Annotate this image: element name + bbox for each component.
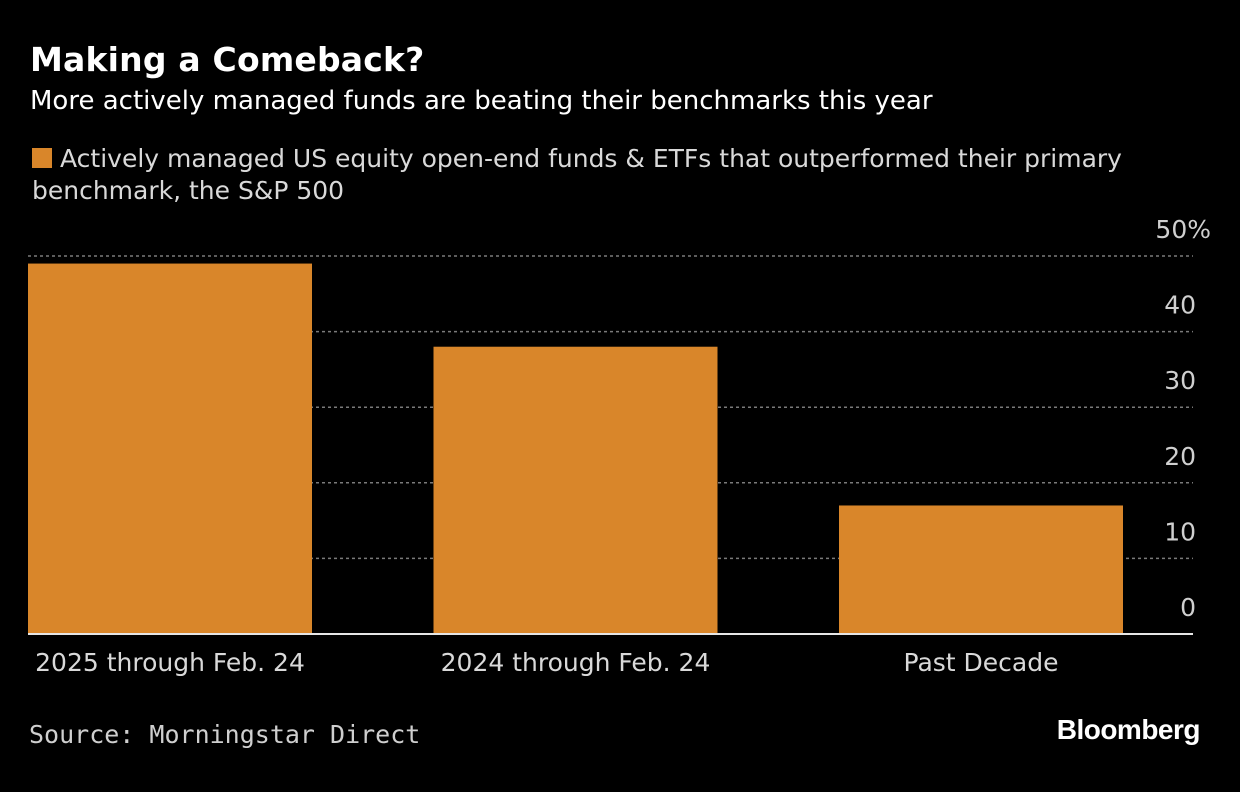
x-tick-label-1: 2025 through Feb. 24 <box>35 648 305 677</box>
y-tick-label-20: 20 <box>1164 442 1196 471</box>
bloomberg-logo: Bloomberg <box>1056 714 1201 745</box>
legend-swatch <box>32 148 52 168</box>
y-tick-label-10: 10 <box>1164 517 1196 546</box>
y-tick-label-40: 40 <box>1164 291 1196 320</box>
x-tick-label-2: 2024 through Feb. 24 <box>441 648 711 677</box>
bar-2 <box>433 346 718 634</box>
y-tick-label-0: 0 <box>1180 593 1196 622</box>
legend: Actively managed US equity open-end fund… <box>32 143 1202 207</box>
chart-title: Making a Comeback? <box>30 40 425 79</box>
bar-1 <box>28 263 312 634</box>
x-tick-label-3: Past Decade <box>904 648 1059 677</box>
y-tick-label-50: 50% <box>1155 215 1211 244</box>
chart-subtitle: More actively managed funds are beating … <box>30 86 933 116</box>
source-note: Source: Morningstar Direct <box>29 720 421 749</box>
legend-label: Actively managed US equity open-end fund… <box>32 144 1122 205</box>
bar-3 <box>839 505 1123 634</box>
y-tick-label-30: 30 <box>1164 366 1196 395</box>
